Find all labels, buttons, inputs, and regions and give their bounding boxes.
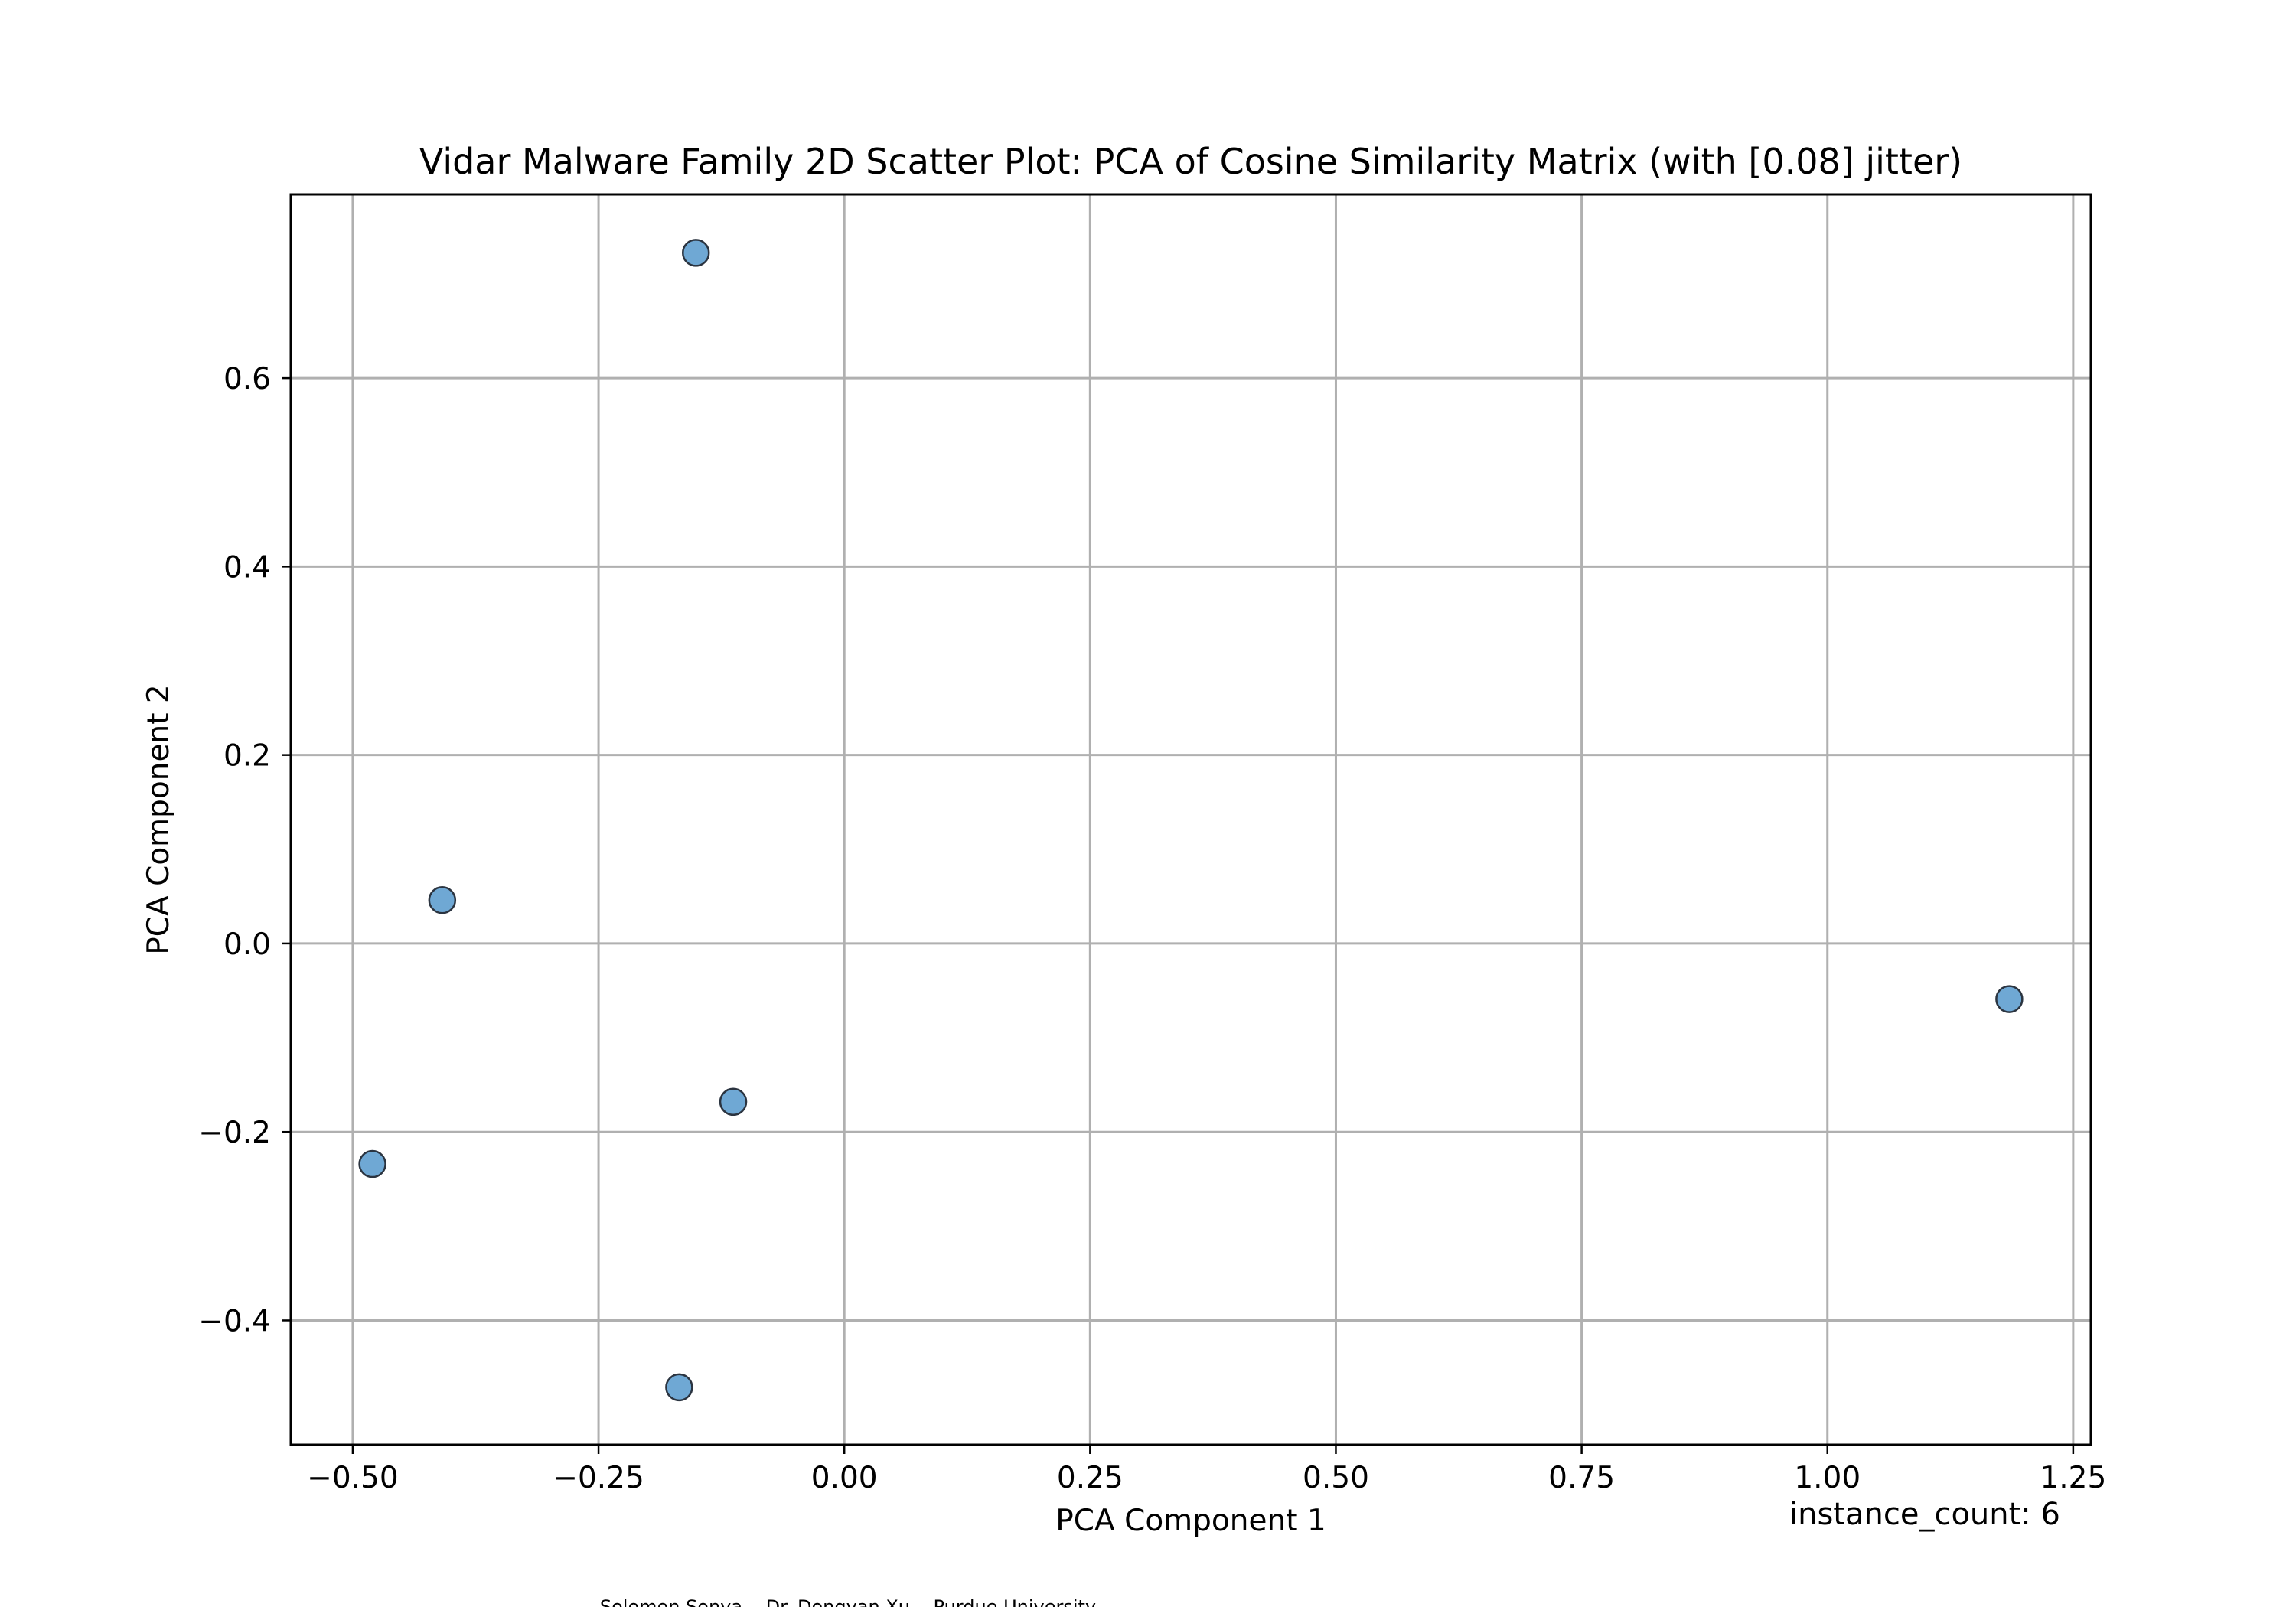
- x-tick-label: 1.00: [1794, 1461, 1861, 1495]
- x-tick-label: 0.25: [1057, 1461, 1124, 1495]
- scatter-point: [358, 1149, 386, 1178]
- instance-count-annotation: instance_count: 6: [1789, 1497, 2060, 1532]
- y-tick-label: 0.0: [223, 927, 271, 962]
- scatter-point: [1995, 985, 2024, 1013]
- scatter-point: [665, 1373, 693, 1402]
- y-tick-label: 0.6: [223, 362, 271, 396]
- x-tick-label: −0.25: [553, 1461, 644, 1495]
- chart-title: Vidar Malware Family 2D Scatter Plot: PC…: [419, 141, 1962, 182]
- grid-lines: [291, 194, 2091, 1445]
- footer-credits: Solomon Sonya Dr. Dongyan Xu Purdue Univ…: [600, 1596, 1096, 1607]
- x-tick-label: 0.00: [811, 1461, 878, 1495]
- x-axis-ticks: −0.50 −0.25 0.00 0.25 0.50 0.75 1.00 1.25: [307, 1445, 2106, 1495]
- data-points: [358, 239, 2024, 1402]
- y-axis-label: PCA Component 2: [142, 684, 176, 954]
- y-tick-label: −0.2: [198, 1116, 271, 1150]
- plot-frame: [289, 193, 2092, 1446]
- scatter-point: [428, 886, 457, 914]
- y-tick-label: −0.4: [198, 1304, 271, 1338]
- scatter-point: [681, 239, 710, 267]
- y-tick-label: 0.4: [223, 550, 271, 585]
- x-tick-label: −0.50: [307, 1461, 399, 1495]
- y-axis-ticks: −0.4 −0.2 0.0 0.2 0.4 0.6: [198, 362, 291, 1338]
- y-tick-label: 0.2: [223, 739, 271, 774]
- x-axis-label: PCA Component 1: [1055, 1504, 1326, 1538]
- scatter-point: [719, 1087, 748, 1116]
- x-tick-label: 0.50: [1303, 1461, 1369, 1495]
- x-tick-label: 0.75: [1548, 1461, 1615, 1495]
- x-tick-label: 1.25: [2040, 1461, 2106, 1495]
